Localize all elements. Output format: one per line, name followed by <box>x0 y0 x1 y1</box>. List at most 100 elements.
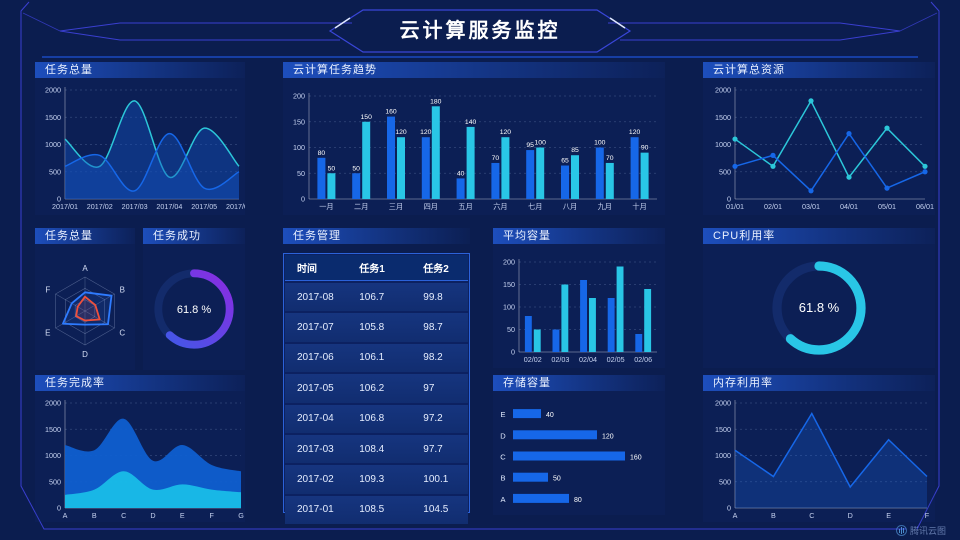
svg-text:02/02: 02/02 <box>524 355 542 364</box>
svg-text:E: E <box>886 511 891 520</box>
svg-text:八月: 八月 <box>563 202 577 211</box>
svg-text:C: C <box>119 329 125 338</box>
svg-text:1500: 1500 <box>45 425 61 434</box>
panel-title-avg-capacity: 平均容量 <box>493 228 665 244</box>
svg-text:2000: 2000 <box>715 86 731 95</box>
svg-text:F: F <box>45 286 50 295</box>
panel-avg-capacity: 平均容量 0 50 100 150 200 02/02 02/03 02/04 02/05 02/… <box>493 228 665 368</box>
svg-text:120: 120 <box>629 129 641 136</box>
table-cell: 2017-03 <box>297 443 334 455</box>
svg-text:C: C <box>121 511 126 520</box>
svg-text:120: 120 <box>420 129 432 136</box>
svg-text:50: 50 <box>352 165 360 172</box>
panel-completion: 任务完成率 0 500 1000 1500 2000 A B C D E F G <box>35 375 245 522</box>
svg-text:61.8 %: 61.8 % <box>177 304 211 316</box>
svg-text:120: 120 <box>395 129 407 136</box>
svg-text:E: E <box>180 511 185 520</box>
table-cell: 2017-01 <box>297 504 334 516</box>
table-row: 2017-01 108.5 104.5 <box>285 495 468 525</box>
panel-title-task-success: 任务成功 <box>143 228 245 244</box>
table-header-cell: 时间 <box>297 264 317 275</box>
svg-text:01/01: 01/01 <box>726 202 744 211</box>
table-cell: 2017-08 <box>297 291 334 303</box>
tencent-cloud-logo-icon <box>895 525 907 536</box>
table-row: 2017-07 105.8 98.7 <box>285 313 468 342</box>
panel-memory: 内存利用率 0 500 1000 1500 2000 A B C D E F <box>703 375 935 522</box>
svg-text:五月: 五月 <box>458 202 472 211</box>
brand-label: 腾讯云图 <box>909 526 946 536</box>
task-table-head-row: 时间 任务1 任务2 <box>285 255 468 281</box>
svg-text:150: 150 <box>293 117 305 126</box>
panel-resources: 云计算总资源 0 500 1000 1500 2000 01/01 02/01 03/01 04… <box>703 62 935 215</box>
svg-text:D: D <box>848 511 853 520</box>
svg-text:九月: 九月 <box>598 202 612 211</box>
panel-task-total-line: 任务总量 0 500 1000 1500 2000 2017/01 2017/02 2017/… <box>35 62 245 215</box>
svg-text:十月: 十月 <box>632 202 646 211</box>
svg-text:150: 150 <box>361 114 373 121</box>
table-header-cell: 任务1 <box>359 264 385 275</box>
svg-text:0: 0 <box>57 504 61 513</box>
svg-text:160: 160 <box>385 109 397 116</box>
table-header-cell: 任务2 <box>423 264 449 275</box>
svg-text:80: 80 <box>574 497 582 504</box>
svg-text:1500: 1500 <box>715 113 731 122</box>
svg-text:500: 500 <box>49 477 61 486</box>
task-total-radar-chart: A B C D E F <box>35 248 135 370</box>
panel-title-resources: 云计算总资源 <box>703 62 935 78</box>
svg-text:500: 500 <box>719 167 731 176</box>
table-cell: 105.8 <box>359 322 385 334</box>
table-cell: 2017-04 <box>297 413 334 425</box>
table-cell: 98.2 <box>423 352 443 364</box>
svg-text:D: D <box>150 511 155 520</box>
svg-text:04/01: 04/01 <box>840 202 858 211</box>
table-cell: 108.4 <box>359 443 385 455</box>
svg-text:四月: 四月 <box>424 202 438 211</box>
table-row: 2017-08 106.7 99.8 <box>285 283 468 312</box>
svg-text:B: B <box>500 474 505 483</box>
svg-text:六月: 六月 <box>493 202 507 211</box>
page-title: 云计算服务监控 <box>399 20 561 42</box>
svg-text:02/01: 02/01 <box>764 202 782 211</box>
svg-text:A: A <box>500 495 505 504</box>
svg-text:160: 160 <box>630 455 642 462</box>
svg-text:40: 40 <box>546 412 554 419</box>
table-row: 2017-05 106.2 97 <box>285 374 468 403</box>
svg-text:2017/06: 2017/06 <box>226 202 245 211</box>
svg-text:120: 120 <box>602 433 614 440</box>
svg-text:120: 120 <box>500 129 512 136</box>
table-cell: 99.8 <box>423 291 443 303</box>
svg-text:65: 65 <box>561 158 569 165</box>
svg-text:2000: 2000 <box>45 399 61 408</box>
svg-text:85: 85 <box>571 147 579 154</box>
svg-text:D: D <box>82 350 88 359</box>
panel-title-completion: 任务完成率 <box>35 375 245 391</box>
table-cell: 106.7 <box>359 291 385 303</box>
task-table: 时间 任务1 任务2 2017-08 106.7 99.8 2017-07 105.8 98.… <box>283 253 470 525</box>
panel-title-task-table: 任务管理 <box>283 228 470 244</box>
panel-task-trend: 云计算任务趋势 0 50 100 150 200 一月 二月 三月 四月 五月 六月 七月 八月 九月 十月… <box>283 62 665 215</box>
svg-text:02/03: 02/03 <box>551 355 569 364</box>
svg-text:05/01: 05/01 <box>878 202 896 211</box>
task-success-donut-chart: 61.8 % <box>143 248 245 370</box>
svg-text:B: B <box>771 511 776 520</box>
table-row: 2017-06 106.1 98.2 <box>285 343 468 373</box>
svg-text:2000: 2000 <box>45 86 61 95</box>
table-cell: 106.1 <box>359 352 385 364</box>
table-row: 2017-04 106.8 97.2 <box>285 404 468 433</box>
task-table-body: 2017-08 106.7 99.8 2017-07 105.8 98.7 2017-06 1… <box>285 283 468 525</box>
svg-text:200: 200 <box>503 258 515 267</box>
svg-text:61.8 %: 61.8 % <box>799 300 840 315</box>
svg-text:二月: 二月 <box>354 202 368 211</box>
svg-text:06/01: 06/01 <box>916 202 934 211</box>
resources-line-chart: 0 500 1000 1500 2000 01/01 02/01 03/01 04/01 05/0… <box>703 82 935 215</box>
table-cell: 97 <box>423 382 435 394</box>
completion-area-chart: 0 500 1000 1500 2000 A B C D E F G <box>35 395 245 522</box>
table-cell: 108.5 <box>359 504 385 516</box>
svg-text:03/01: 03/01 <box>802 202 820 211</box>
svg-text:A: A <box>82 264 88 273</box>
avg-capacity-bar-chart: 0 50 100 150 200 02/02 02/03 02/04 02/05 02/06 <box>493 248 665 368</box>
svg-text:1000: 1000 <box>715 451 731 460</box>
svg-text:1000: 1000 <box>45 140 61 149</box>
svg-text:180: 180 <box>430 98 442 105</box>
svg-text:E: E <box>500 410 505 419</box>
